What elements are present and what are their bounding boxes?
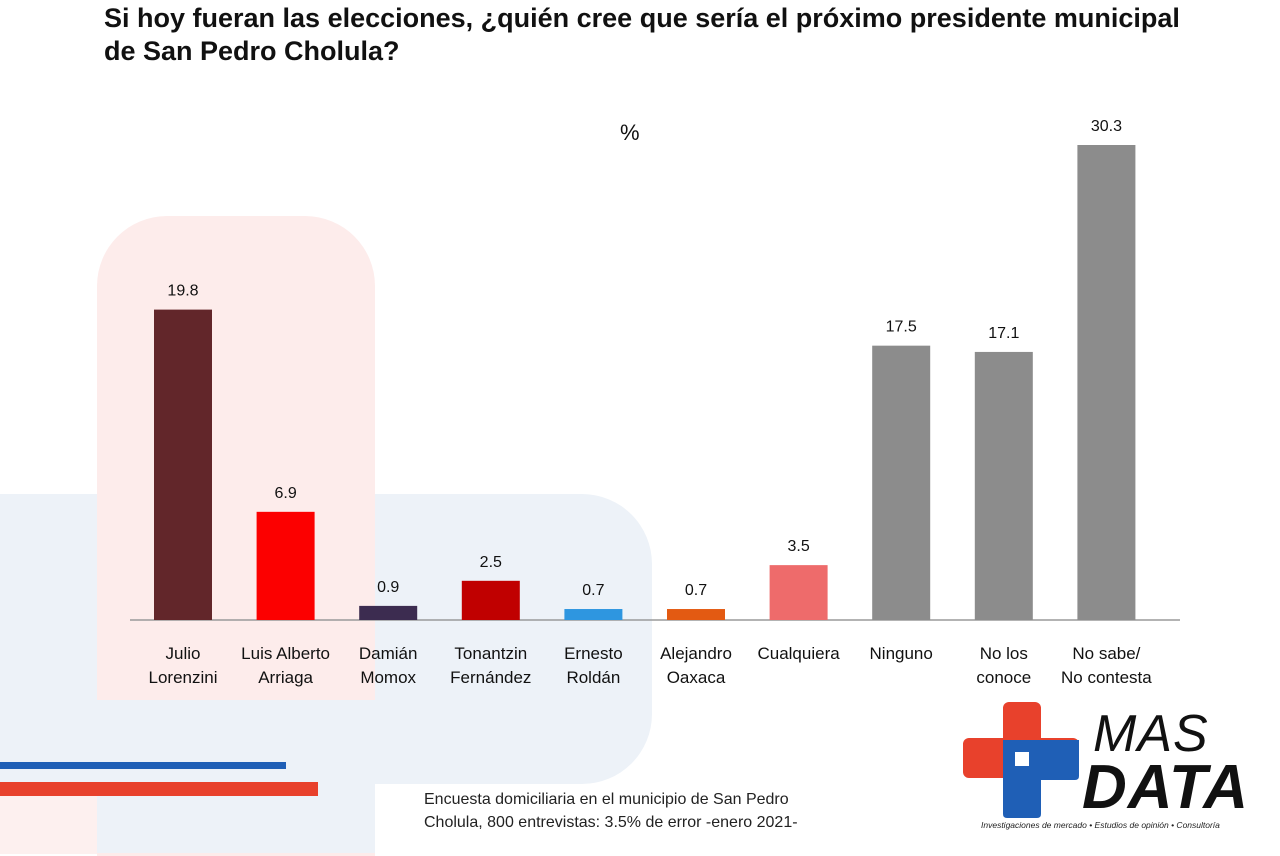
category-label-0-line-0: Julio: [165, 644, 201, 663]
bar-value-label-4: 0.7: [582, 582, 604, 599]
footnote-line-2: Cholula, 800 entrevistas: 3.5% de error …: [424, 814, 798, 831]
category-label-3-line-1: Fernández: [450, 668, 532, 687]
mas-data-cross-logo-icon: [963, 702, 1079, 818]
bar-3: [461, 580, 520, 620]
bar-value-label-5: 0.7: [685, 582, 707, 599]
category-label-9-line-1: No contesta: [1061, 668, 1152, 687]
category-label-9-line-0: No sabe/: [1072, 644, 1141, 663]
category-label-5-line-0: Alejandro: [660, 644, 732, 663]
category-label-0: Julio Lorenzini: [128, 642, 238, 690]
category-label-2: Damián Momox: [333, 642, 443, 690]
category-label-6: Cualquiera: [744, 642, 854, 666]
category-label-2-line-0: Damián: [358, 644, 418, 663]
category-label-2-line-1: Momox: [360, 668, 417, 687]
bar-1: [256, 511, 315, 620]
bar-value-label-3: 2.5: [480, 554, 502, 571]
survey-footnote: Encuesta domiciliaria en el municipio de…: [424, 788, 798, 834]
category-label-4-line-0: Ernesto: [564, 644, 623, 663]
category-label-1-line-1: Arriaga: [258, 668, 313, 687]
category-label-1: Luis Alberto Arriaga: [231, 642, 341, 690]
category-label-7: Ninguno: [846, 642, 956, 666]
category-label-8-line-0: No los: [979, 644, 1028, 663]
bar-value-label-9: 30.3: [1091, 118, 1122, 135]
bar-value-label-1: 6.9: [274, 485, 296, 502]
unit-label: %: [620, 120, 640, 145]
bar-value-label-6: 3.5: [787, 538, 809, 555]
category-label-3: Tonantzin Fernández: [436, 642, 546, 690]
logo-tagline: Investigaciones de mercado • Estudios de…: [981, 820, 1220, 830]
bar-value-label-7: 17.5: [886, 319, 917, 336]
category-label-0-line-1: Lorenzini: [148, 668, 218, 687]
bar-6: [769, 565, 828, 620]
bar-chart: 19.8 6.9 0.9 2.5 0.7 0.7 3.5 17.5 17.1 30.3: [130, 118, 1180, 621]
category-label-9: No sabe/No contesta: [1051, 642, 1161, 690]
category-label-8-line-1: conoce: [976, 668, 1032, 687]
bar-8: [974, 351, 1033, 620]
bar-9: [1077, 145, 1136, 620]
bar-2: [359, 605, 418, 620]
category-label-1-line-0: Luis Alberto: [241, 644, 331, 663]
logo-word-data: DATA: [1082, 753, 1249, 822]
category-label-3-line-0: Tonantzin: [454, 644, 528, 663]
bar-4: [564, 609, 623, 620]
bar-5: [667, 609, 725, 620]
category-label-6-line-0: Cualquiera: [757, 644, 840, 663]
category-label-4: Ernesto Roldán: [538, 642, 648, 690]
logo-word-mas: MAS: [1093, 705, 1209, 763]
category-label-8: No los conoce: [949, 642, 1059, 690]
bar-0: [154, 309, 212, 620]
bar-value-label-2: 0.9: [377, 579, 399, 596]
chart-title: Si hoy fueran las elecciones, ¿quién cre…: [104, 3, 1180, 66]
decorative-blue-stripe: [0, 762, 286, 769]
bar-7: [872, 345, 931, 620]
background-blue-lower-panel: [97, 700, 375, 853]
category-label-5: Alejandro Oaxaca: [641, 642, 751, 690]
decorative-red-stripe: [0, 782, 318, 796]
footnote-line-1: Encuesta domiciliaria en el municipio de…: [424, 791, 789, 808]
category-label-4-line-1: Roldán: [566, 668, 621, 687]
category-label-7-line-0: Ninguno: [869, 644, 933, 663]
bar-value-label-0: 19.8: [167, 283, 198, 300]
category-label-5-line-1: Oaxaca: [666, 668, 726, 687]
bar-value-label-8: 17.1: [988, 325, 1019, 342]
